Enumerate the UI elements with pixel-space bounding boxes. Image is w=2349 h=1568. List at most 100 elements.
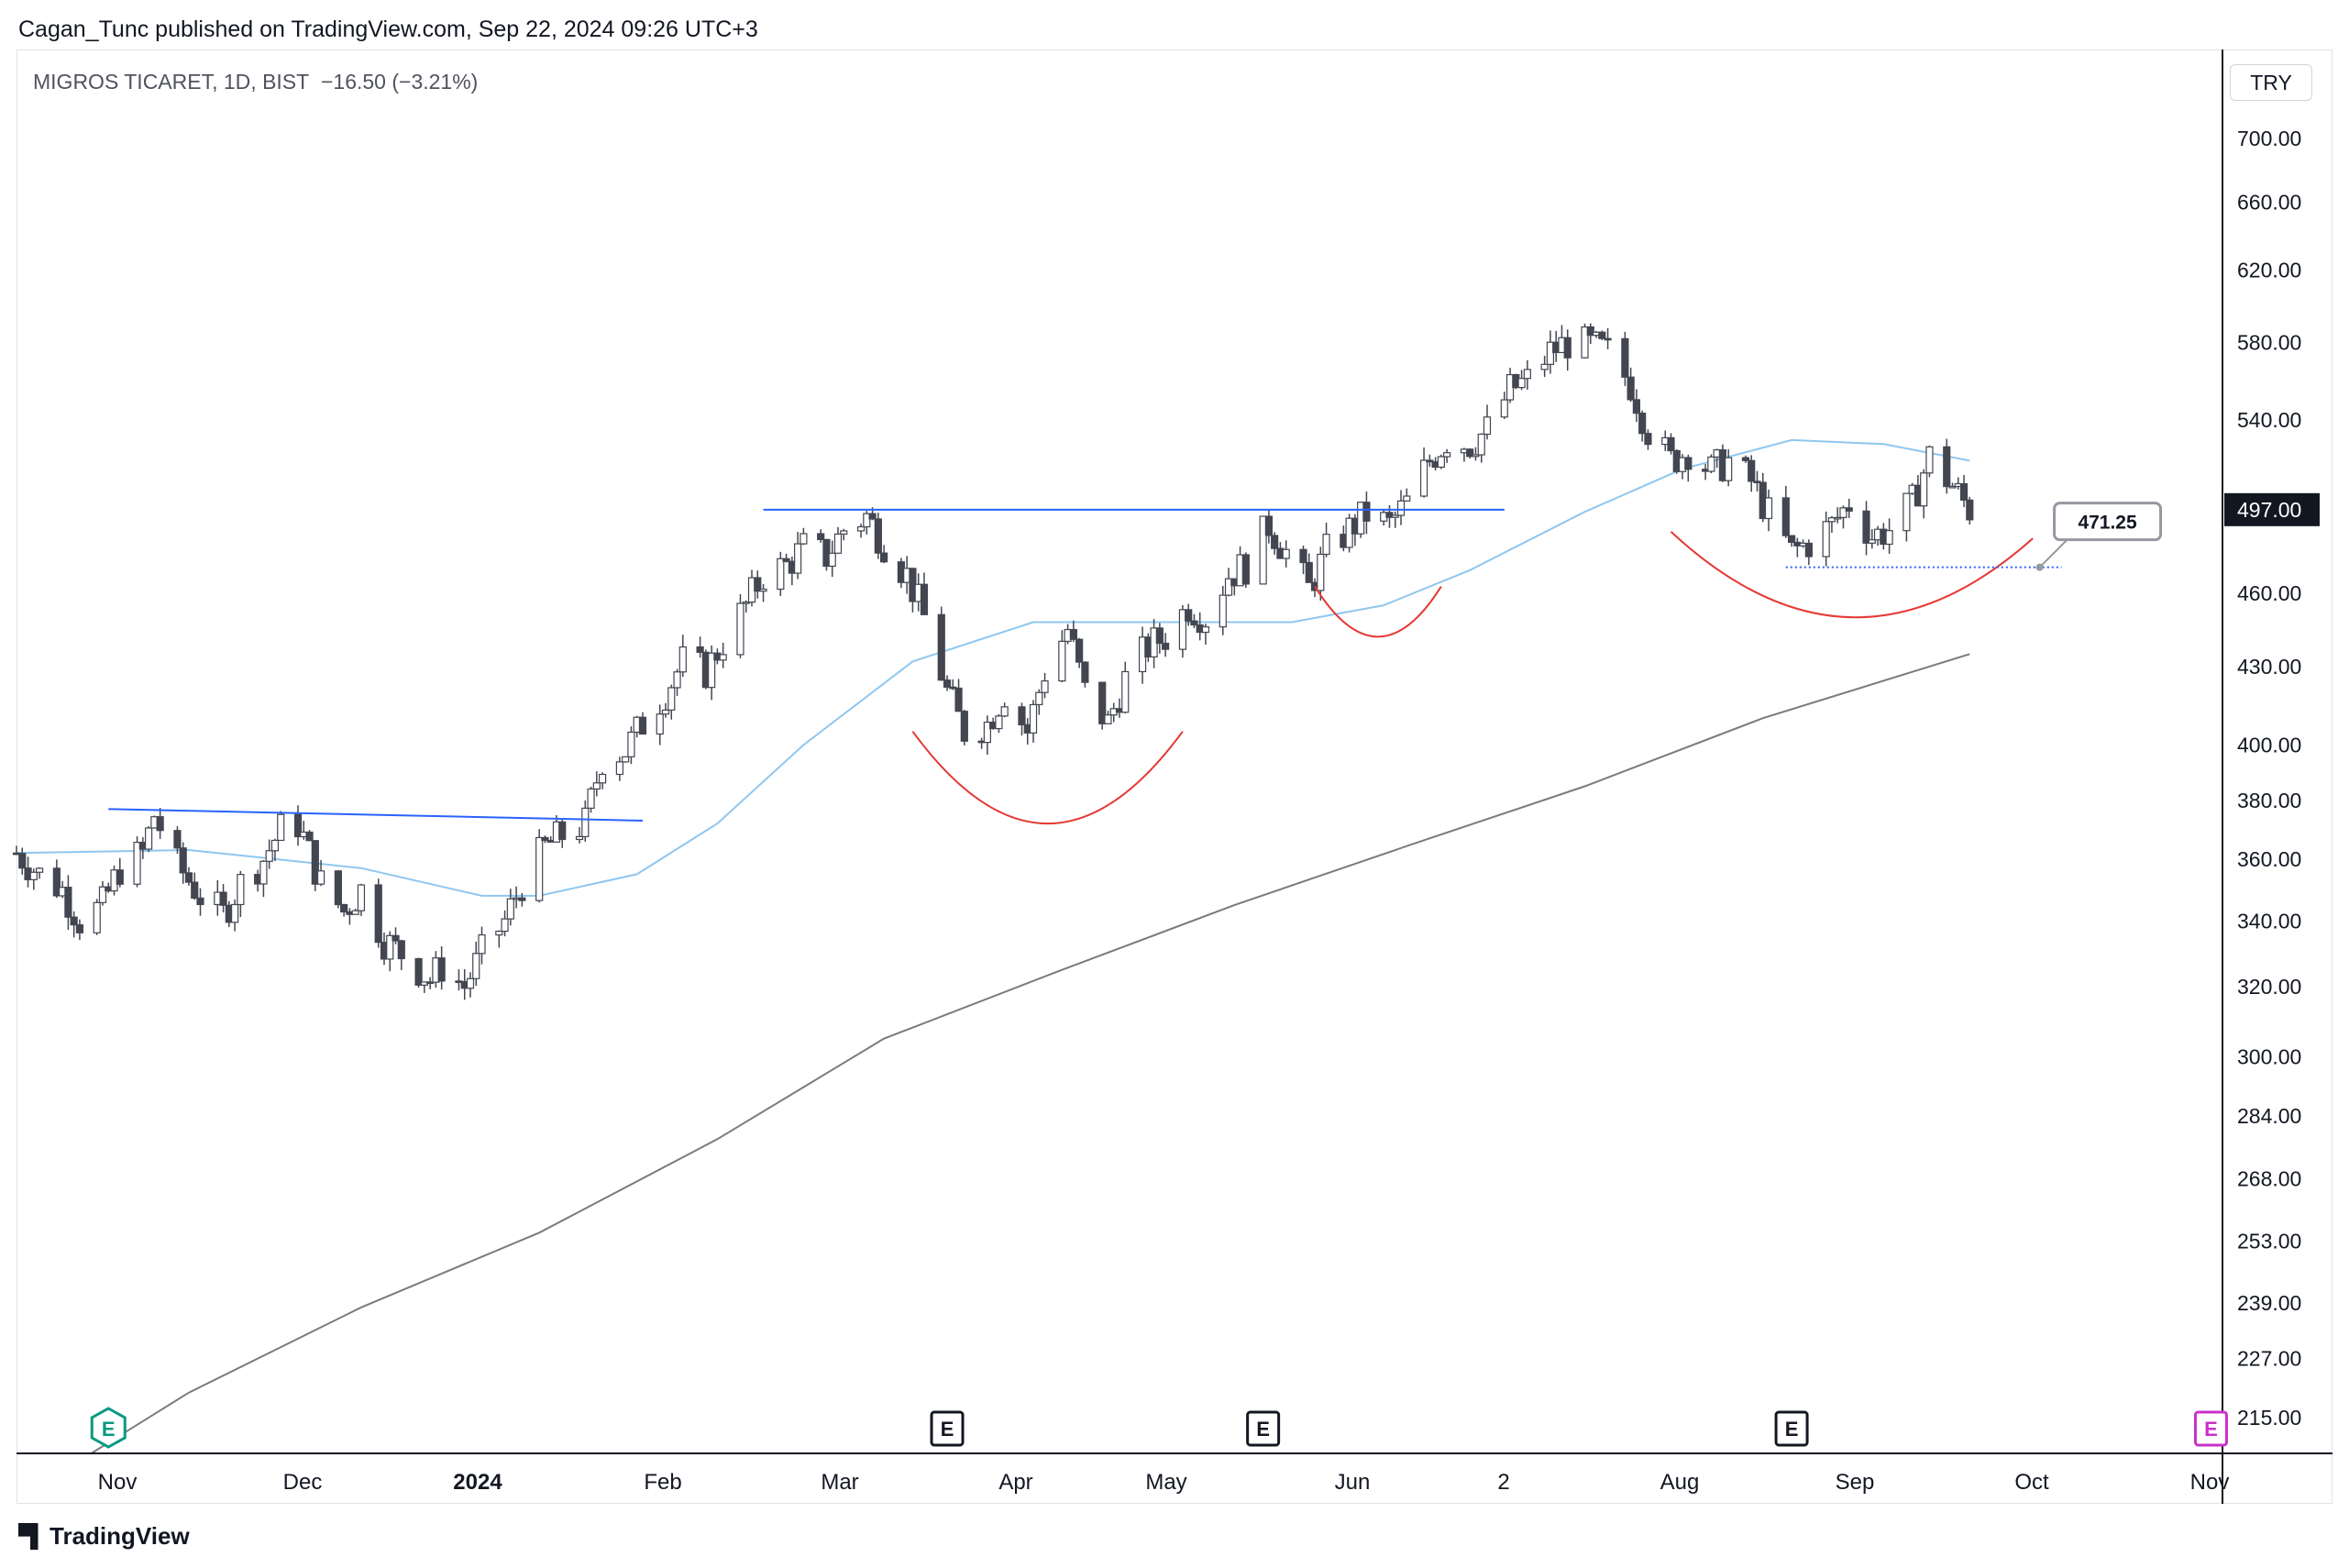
time-tick-label: Nov xyxy=(2190,1470,2230,1495)
candle xyxy=(173,826,182,854)
earnings-event-icon[interactable]: E xyxy=(90,1407,127,1449)
candle-body xyxy=(1224,578,1233,596)
candle xyxy=(392,927,400,944)
candle xyxy=(1271,532,1279,555)
candle xyxy=(1644,429,1652,450)
candle-body xyxy=(920,583,929,615)
candle-body xyxy=(1305,561,1313,583)
candle-body xyxy=(1121,670,1130,713)
price-note-layer: 471.25 xyxy=(1785,502,2163,571)
candle-body xyxy=(736,602,744,656)
candle xyxy=(1885,518,1893,554)
candle-body xyxy=(1041,679,1049,693)
candle-body xyxy=(340,903,348,913)
candle-body xyxy=(1902,492,1911,532)
candle-body xyxy=(656,713,664,735)
candle-body xyxy=(782,558,790,562)
candle xyxy=(133,835,141,888)
pattern-arc xyxy=(1670,531,2034,619)
candle xyxy=(874,513,882,559)
candle-body xyxy=(828,552,836,568)
candle-body xyxy=(116,869,124,885)
candle-body xyxy=(311,840,319,885)
event-marker-label: E xyxy=(1785,1418,1799,1441)
candle-body xyxy=(983,722,991,744)
candle-body xyxy=(1959,482,1969,501)
candle-body xyxy=(1178,609,1187,650)
earnings-event-icon[interactable]: E xyxy=(2193,1410,2228,1447)
tradingview-brand: TradingView xyxy=(50,1522,190,1550)
candle xyxy=(754,570,762,599)
candle-body xyxy=(293,813,303,838)
price-tick-label: 239.00 xyxy=(2237,1291,2301,1315)
candle-body xyxy=(1477,433,1485,456)
candle xyxy=(196,888,204,916)
candle-body xyxy=(759,588,767,592)
candle xyxy=(1219,585,1227,635)
candle-body xyxy=(1834,516,1842,520)
candle xyxy=(265,839,273,869)
earnings-event-icon[interactable]: E xyxy=(1774,1410,1809,1447)
candle xyxy=(856,524,866,538)
last-price-label: 497.00 xyxy=(2237,498,2301,522)
candle-body xyxy=(1581,326,1589,359)
candle xyxy=(1121,661,1130,713)
candle-body xyxy=(1764,497,1773,520)
candle xyxy=(1299,545,1307,575)
candle-body xyxy=(1638,413,1647,435)
candle xyxy=(70,911,78,938)
candle-body xyxy=(535,836,544,901)
candle xyxy=(1264,509,1274,544)
candle-body xyxy=(386,934,394,960)
candle xyxy=(259,860,268,898)
candle xyxy=(943,675,952,691)
candle xyxy=(627,726,635,765)
price-tick-label: 620.00 xyxy=(2237,259,2301,282)
candle-body xyxy=(667,687,676,711)
candle-body xyxy=(506,898,514,920)
candle-body xyxy=(742,602,750,604)
candle-body xyxy=(615,761,623,776)
time-tick-label: Mar xyxy=(821,1470,858,1495)
currency-button[interactable]: TRY xyxy=(2230,64,2312,101)
price-tick-label: 227.00 xyxy=(2237,1347,2301,1371)
price-tick-label: 284.00 xyxy=(2237,1104,2301,1128)
candle-body xyxy=(145,827,153,850)
candle-body xyxy=(1500,399,1508,418)
candle-body xyxy=(1707,456,1715,472)
candle xyxy=(673,668,681,696)
trendlines-layer xyxy=(108,508,1505,822)
candle xyxy=(518,893,526,907)
candle-body xyxy=(817,533,825,541)
symbol-legend[interactable]: MIGROS TICARET, 1D, BIST −16.50 (−3.21%) xyxy=(33,70,479,94)
candle xyxy=(52,859,61,899)
ma-short-line xyxy=(16,438,1970,897)
candle-body xyxy=(1483,416,1492,436)
earnings-event-icon[interactable]: E xyxy=(1246,1410,1281,1447)
candle-body xyxy=(1586,326,1594,337)
time-tick-label: Oct xyxy=(2014,1470,2049,1495)
candle xyxy=(1959,474,1969,508)
candle-body xyxy=(1035,691,1043,706)
candle-body xyxy=(1000,706,1009,717)
candle-body xyxy=(1563,337,1572,359)
candle xyxy=(592,771,601,797)
candle xyxy=(437,945,446,990)
candle xyxy=(116,857,124,888)
symbol-interval: 1D xyxy=(223,70,251,94)
candle-body xyxy=(856,525,866,532)
candle-body xyxy=(587,788,595,809)
candle xyxy=(1477,433,1485,463)
candle-body xyxy=(495,930,503,936)
candle-body xyxy=(1781,497,1790,536)
earnings-event-icon[interactable]: E xyxy=(930,1410,965,1447)
candle xyxy=(575,826,584,844)
candle xyxy=(638,712,647,735)
tradingview-logo[interactable]: ▀▌ TradingView xyxy=(18,1522,190,1551)
time-axis-layer: Nov Dec 2024 Feb Mar Apr May Jun 2 Aug Sep Oct Nov xyxy=(17,1452,2332,1495)
candle xyxy=(1041,672,1049,699)
candle xyxy=(800,527,808,546)
candle-body xyxy=(414,957,423,986)
candle-body xyxy=(868,513,877,520)
